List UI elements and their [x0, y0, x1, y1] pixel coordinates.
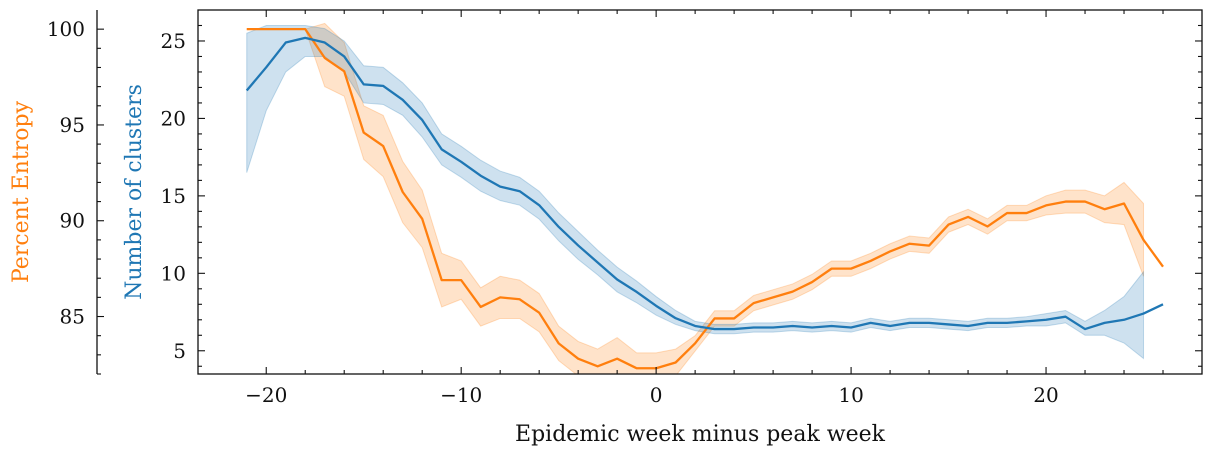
clusters-axis-title: Number of clusters — [122, 84, 147, 300]
x-tick-label: 20 — [1033, 383, 1058, 407]
entropy-series-line — [246, 28, 1164, 370]
series-layer — [245, 22, 1164, 374]
x-tick-label: 10 — [838, 383, 863, 407]
ticks-layer: −20 −10 0 10 20 5 10 15 20 25 85 90 95 100 — [47, 10, 1202, 407]
entropy-axis-title: Percent Entropy — [9, 100, 34, 283]
clusters-tick-label: 20 — [161, 106, 186, 130]
entropy-tick-label: 100 — [47, 17, 85, 41]
x-tick-label: −10 — [440, 383, 482, 407]
clusters-tick-label: 15 — [161, 184, 186, 208]
x-tick-label: 0 — [650, 383, 663, 407]
clusters-tick-label: 10 — [161, 261, 186, 285]
x-tick-label: −20 — [245, 383, 287, 407]
clusters-series-line — [245, 36, 1164, 331]
entropy-tick-label: 95 — [60, 113, 85, 137]
entropy-tick-label: 85 — [60, 305, 85, 329]
clusters-tick-label: 25 — [161, 29, 186, 53]
clusters-confidence-band — [246, 24, 1145, 360]
clusters-tick-label: 5 — [173, 339, 186, 363]
entropy-tick-label: 90 — [60, 209, 85, 233]
x-axis-title: Epidemic week minus peak week — [515, 422, 886, 447]
plot-frame — [197, 9, 1203, 375]
